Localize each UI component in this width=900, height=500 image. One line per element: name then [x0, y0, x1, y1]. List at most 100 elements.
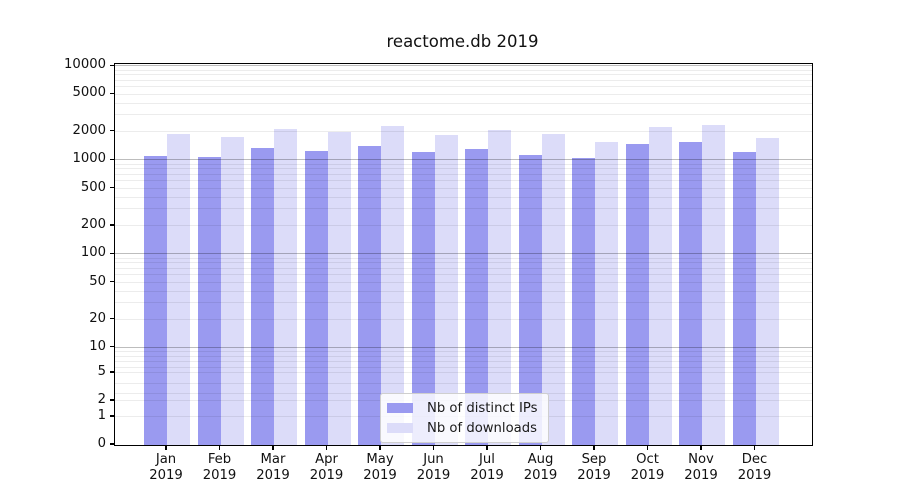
- legend: Nb of distinct IPs Nb of downloads: [380, 393, 549, 443]
- y-tick-mark: [109, 252, 114, 254]
- y-tick-mark: [109, 224, 114, 226]
- x-tick-mark: [593, 445, 595, 450]
- bar-distinct-ips-jan: [144, 155, 167, 445]
- gridline-minor: [115, 86, 812, 88]
- y-tick-label: 5: [97, 364, 106, 379]
- x-tick-mark: [165, 445, 167, 450]
- gridline-minor: [115, 262, 812, 264]
- gridline-minor: [115, 102, 812, 104]
- bar-distinct-ips-aug: [518, 155, 542, 445]
- y-tick-mark: [109, 415, 114, 417]
- x-tick-label: May 2019: [363, 452, 397, 483]
- bar-downloads-feb: [220, 137, 244, 445]
- gridline-minor: [115, 196, 812, 198]
- gridline-minor: [115, 224, 812, 226]
- gridline-minor: [115, 163, 812, 165]
- legend-item-downloads: Nb of downloads: [387, 418, 538, 438]
- x-tick-label: Apr 2019: [309, 452, 344, 483]
- bar-downloads-jan: [167, 134, 190, 445]
- gridline-minor: [115, 372, 812, 373]
- y-tick-label: 500: [80, 179, 106, 195]
- gridline-major: [115, 346, 812, 348]
- x-tick-mark: [432, 445, 435, 450]
- gridline-minor: [115, 302, 812, 304]
- gridline-minor: [115, 180, 812, 182]
- x-tick-mark: [539, 445, 542, 450]
- bar-distinct-ips-may: [358, 145, 381, 445]
- y-tick-mark: [109, 318, 114, 320]
- gridline-minor: [115, 69, 812, 71]
- y-tick-mark: [109, 346, 114, 348]
- y-tick-mark: [109, 443, 114, 445]
- plot-area: [114, 63, 813, 446]
- legend-label-distinct-ips: Nb of distinct IPs: [427, 400, 538, 416]
- y-tick-label: 10000: [64, 57, 106, 73]
- y-tick-label: 100: [80, 245, 106, 261]
- y-tick-mark: [109, 130, 114, 132]
- bar-distinct-ips-mar: [251, 148, 274, 445]
- gridline-minor: [115, 79, 812, 81]
- x-tick-mark: [325, 445, 328, 450]
- bar-downloads-sep: [595, 142, 618, 445]
- x-tick-label: Dec 2019: [737, 452, 772, 483]
- legend-swatch-distinct-ips: [387, 403, 413, 413]
- bar-distinct-ips-feb: [197, 156, 221, 445]
- x-tick-mark: [272, 445, 274, 450]
- gridline-minor: [115, 281, 812, 283]
- y-tick-label: 1: [97, 408, 106, 423]
- bar-distinct-ips-oct: [625, 143, 649, 445]
- legend-label-downloads: Nb of downloads: [427, 420, 537, 436]
- y-tick-label: 5000: [72, 85, 106, 101]
- gridline-minor: [115, 290, 812, 292]
- gridline-minor: [115, 187, 812, 189]
- x-tick-mark: [486, 445, 488, 450]
- bar-downloads-aug: [541, 133, 565, 445]
- gridline-minor: [115, 267, 812, 269]
- bar-distinct-ips-nov: [679, 141, 702, 445]
- y-tick-mark: [109, 64, 114, 66]
- y-tick-mark: [109, 186, 114, 189]
- gridline-minor: [115, 257, 812, 259]
- x-tick-label: Sep 2019: [577, 452, 611, 483]
- x-tick-label: Jul 2019: [470, 452, 504, 483]
- y-tick-label: 20: [89, 310, 106, 326]
- gridline-minor: [115, 382, 812, 384]
- y-tick-label: 1000: [72, 151, 106, 167]
- bar-distinct-ips-apr: [304, 151, 328, 445]
- y-tick-label: 2000: [72, 122, 106, 138]
- gridline-minor: [115, 130, 812, 132]
- gridline-minor: [115, 367, 812, 369]
- bar-distinct-ips-jul: [465, 148, 488, 445]
- bar-distinct-ips-dec: [732, 152, 756, 445]
- x-tick-mark: [218, 445, 221, 450]
- bar-downloads-may: [381, 126, 404, 445]
- x-tick-mark: [646, 445, 649, 450]
- y-tick-label: 50: [89, 273, 106, 289]
- x-tick-label: Feb 2019: [202, 452, 237, 483]
- x-tick-label: Aug 2019: [523, 452, 558, 483]
- gridline-minor: [115, 173, 812, 175]
- bar-downloads-jun: [434, 134, 458, 445]
- gridline-minor: [115, 274, 812, 276]
- x-tick-mark: [700, 445, 702, 450]
- bar-downloads-mar: [274, 128, 297, 445]
- gridline-minor: [115, 93, 812, 95]
- y-tick-label: 200: [80, 216, 106, 232]
- x-tick-label: Mar 2019: [256, 452, 290, 483]
- y-tick-mark: [109, 280, 114, 283]
- x-tick-label: Jun 2019: [416, 452, 451, 483]
- y-tick-label: 0: [97, 436, 106, 451]
- y-tick-label: 10: [89, 338, 106, 354]
- y-tick-mark: [109, 399, 114, 401]
- bar-downloads-dec: [755, 137, 779, 445]
- bar-downloads-jul: [488, 129, 511, 445]
- y-tick-mark: [109, 371, 114, 373]
- bar-downloads-oct: [648, 127, 672, 445]
- gridline-minor: [115, 74, 812, 76]
- bar-distinct-ips-sep: [572, 157, 595, 445]
- y-tick-mark: [109, 92, 114, 95]
- gridline-minor: [115, 114, 812, 116]
- y-tick-label: 2: [97, 392, 106, 407]
- bar-downloads-apr: [327, 132, 351, 445]
